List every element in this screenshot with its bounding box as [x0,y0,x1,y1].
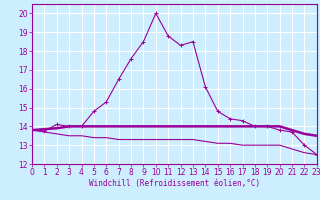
X-axis label: Windchill (Refroidissement éolien,°C): Windchill (Refroidissement éolien,°C) [89,179,260,188]
